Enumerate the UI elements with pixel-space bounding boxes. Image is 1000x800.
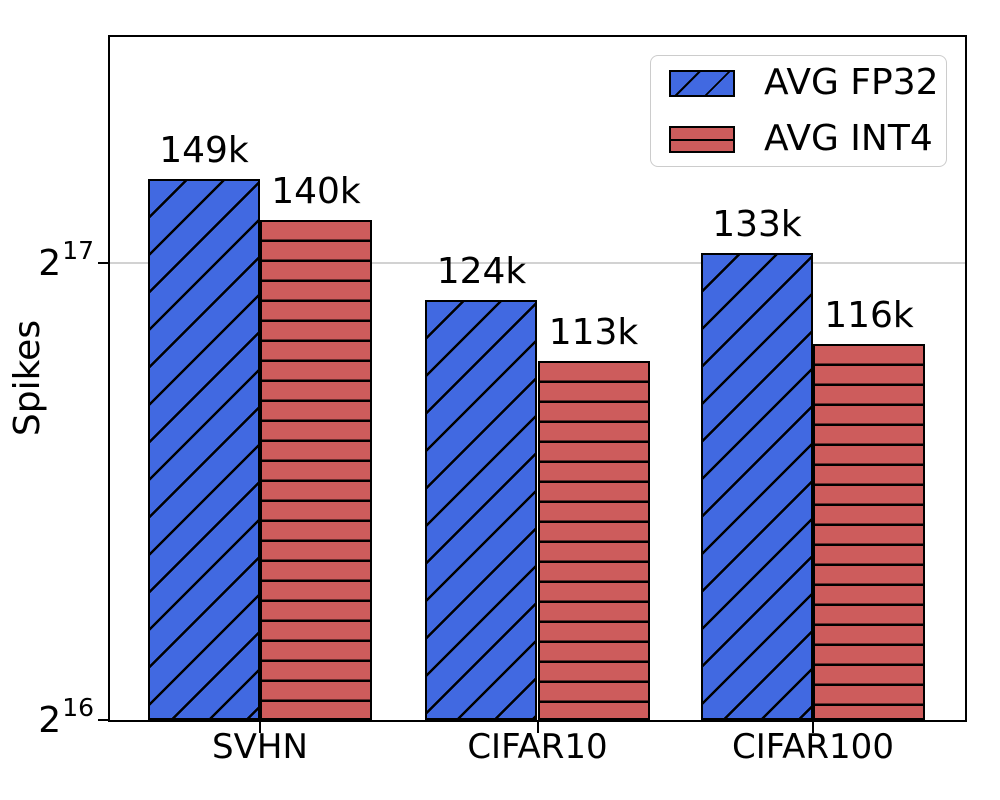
bar-value-label: 113k (548, 311, 639, 353)
bar-value-label: 140k (271, 170, 361, 212)
legend-swatch-fp32 (669, 69, 735, 97)
bar-cifar100-fp32 (700, 253, 813, 720)
y-tick-exponent: 17 (62, 235, 94, 265)
bar-value-label: 149k (159, 129, 249, 171)
bar-value-label: 124k (436, 250, 527, 292)
y-tick-label: 2 16 (0, 692, 94, 746)
x-category-label-cifar10: CIFAR10 (467, 727, 608, 767)
y-gridline (110, 262, 965, 265)
bar-svhn-fp32 (147, 178, 260, 720)
x-tick-mark (811, 722, 814, 733)
legend-label: AVG FP32 (764, 62, 939, 103)
legend-label: AVG INT4 (764, 118, 933, 159)
bar-cifar100-int4 (812, 343, 925, 720)
plot-area: 149k 140k 124k 113k 133k 116k AVG FP32 AVG INT4 (108, 35, 967, 722)
legend-swatch-int4 (669, 125, 735, 153)
legend-row: AVG FP32 (669, 63, 939, 103)
y-tick-mark (98, 719, 110, 721)
bar-cifar10-int4 (537, 360, 650, 720)
y-tick-base: 2 (38, 242, 62, 284)
x-category-label-svhn: SVHN (212, 727, 308, 767)
bar-cifar10-fp32 (425, 299, 538, 720)
bar-value-label: 133k (712, 204, 802, 246)
bar-value-label: 116k (824, 294, 914, 336)
legend-row: AVG INT4 (669, 119, 933, 159)
y-tick-base: 2 (38, 699, 62, 741)
bar-svhn-int4 (259, 219, 372, 720)
x-tick-mark (536, 722, 539, 733)
y-tick-mark (98, 262, 110, 265)
x-tick-mark (258, 722, 261, 733)
x-category-label-cifar100: CIFAR100 (731, 727, 894, 767)
y-tick-exponent: 16 (62, 692, 94, 722)
legend: AVG FP32 AVG INT4 (650, 55, 947, 167)
y-tick-label: 2 17 (0, 235, 94, 289)
